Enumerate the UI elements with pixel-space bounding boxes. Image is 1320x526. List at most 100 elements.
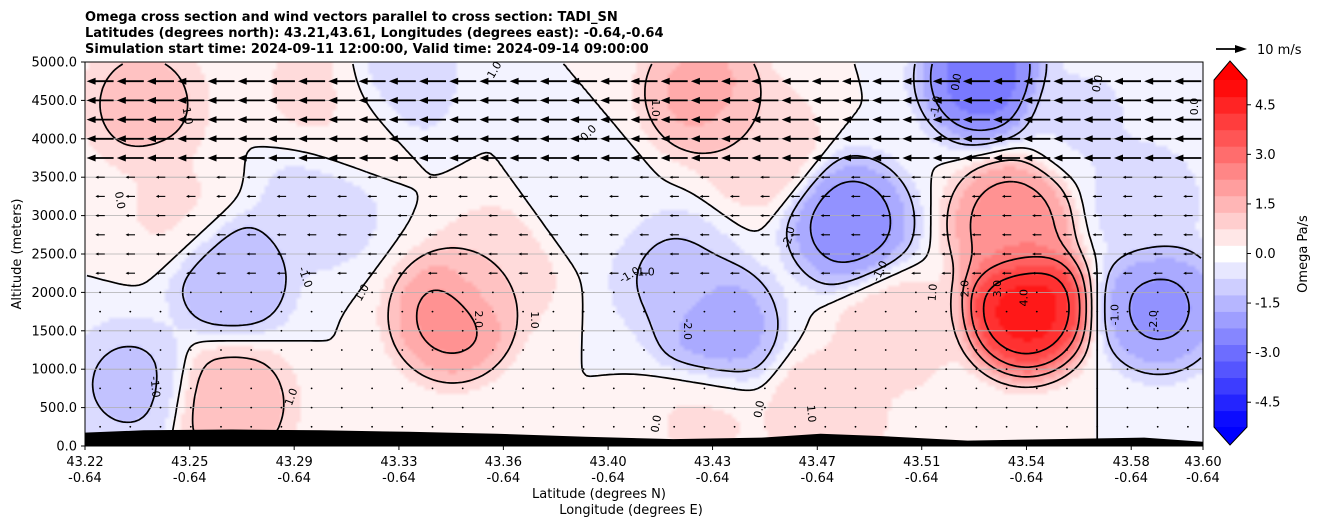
wind-vector-head xyxy=(1053,135,1063,143)
wind-vector-head xyxy=(207,96,217,104)
x-tick-label-lat: 43.43 xyxy=(694,455,731,470)
wind-vector-dot xyxy=(129,329,132,332)
wind-vector-head xyxy=(660,116,670,124)
wind-vector-head xyxy=(548,233,552,237)
wind-vector-head xyxy=(850,252,854,256)
wind-vector-head xyxy=(207,116,217,124)
wind-vector-head xyxy=(458,175,462,179)
wind-vector-head xyxy=(328,77,338,85)
colorbar-band xyxy=(1214,311,1247,329)
wind-vector-head xyxy=(367,214,371,218)
wind-vector-head xyxy=(639,175,643,179)
contour-label-1: 0.0 xyxy=(112,191,128,210)
wind-vector-head xyxy=(388,96,398,104)
x-tick-label-lat: 43.58 xyxy=(1113,455,1150,470)
wind-vector-dot xyxy=(643,329,645,332)
wind-vector-head xyxy=(881,271,885,275)
wind-vector-head xyxy=(125,271,129,275)
wind-vector-head xyxy=(1122,194,1126,198)
wind-vector-head xyxy=(1062,214,1066,218)
wind-vector-dot xyxy=(794,425,796,428)
wind-vector-head xyxy=(1153,194,1157,198)
wind-vector-dot xyxy=(582,406,585,409)
wind-vector-head xyxy=(328,96,338,104)
wind-vector-dot xyxy=(612,387,615,390)
wind-vector-head xyxy=(881,175,885,179)
x-tick-label-lon: -0.64 xyxy=(696,471,730,486)
wind-vector-dot xyxy=(431,368,434,371)
wind-vector-dot xyxy=(431,387,434,390)
wind-vector-head xyxy=(962,77,972,85)
wind-vector-head xyxy=(1153,252,1157,256)
wind-vector-head xyxy=(881,214,885,218)
wind-vector-dot xyxy=(1156,329,1159,332)
wind-vector-head xyxy=(932,154,942,162)
x-tick-label-lon: -0.64 xyxy=(173,471,207,486)
wind-vector-dot xyxy=(401,425,404,428)
wind-vector-head xyxy=(125,252,129,256)
wind-vector-head xyxy=(600,77,610,85)
wind-vector-head xyxy=(660,96,670,104)
wind-vector-dot xyxy=(552,329,555,332)
wind-vector-dot xyxy=(824,291,827,294)
x-tick-label-lon: -0.64 xyxy=(1114,471,1148,486)
wind-vector-head xyxy=(186,233,190,237)
wind-vector-head xyxy=(1023,96,1033,104)
wind-vector-head xyxy=(328,116,338,124)
wind-vector-head xyxy=(397,271,401,275)
wind-vector-dot xyxy=(673,425,676,428)
wind-vector-head xyxy=(276,175,280,179)
wind-vector-dot xyxy=(1187,406,1189,409)
wind-vector-head xyxy=(842,154,851,162)
wind-vector-head xyxy=(216,271,220,275)
wind-vector-head xyxy=(1153,175,1157,179)
wind-vector-head xyxy=(790,233,794,237)
wind-vector-head xyxy=(216,233,220,237)
wind-vector-head xyxy=(630,154,640,162)
wind-vector-head xyxy=(1083,77,1093,85)
wind-vector-head xyxy=(1053,154,1063,162)
contour-label-12: -1.0 xyxy=(633,266,654,279)
wind-vector-head xyxy=(237,135,247,143)
wind-vector-dot xyxy=(1096,310,1099,313)
wind-vector-head xyxy=(306,271,310,275)
wind-vector-head xyxy=(690,96,700,104)
wind-vector-head xyxy=(820,252,824,256)
x-tick-label-lon: -0.64 xyxy=(1010,471,1044,486)
wind-vector-dot xyxy=(794,368,796,371)
wind-vector-head xyxy=(328,154,338,162)
y-tick-label: 4000.0 xyxy=(32,132,78,147)
wind-vector-dot xyxy=(552,310,555,313)
wind-vector-dot xyxy=(915,291,917,294)
wind-vector-head xyxy=(388,116,398,124)
wind-vector-head xyxy=(1122,214,1126,218)
wind-vector-head xyxy=(479,135,489,143)
wind-vector-dot xyxy=(1096,349,1099,351)
wind-vector-head xyxy=(911,233,915,237)
wind-vector-dot xyxy=(945,291,948,294)
wind-vector-dot xyxy=(1187,349,1189,351)
colorbar-tick-label: -4.5 xyxy=(1255,396,1280,411)
wind-vector-head xyxy=(1001,271,1005,275)
wind-vector-dot xyxy=(884,349,887,351)
wind-vector-head xyxy=(729,252,734,256)
x-tick-label-lat: 43.36 xyxy=(485,455,522,470)
wind-vector-head xyxy=(518,194,522,198)
wind-vector-head xyxy=(509,116,519,124)
wind-vector-head xyxy=(1092,194,1096,198)
wind-vector-dot xyxy=(1035,425,1038,428)
wind-vector-dot xyxy=(401,310,404,313)
wind-vector-head xyxy=(177,77,187,85)
wind-vector-dot xyxy=(492,406,494,409)
wind-vector-head xyxy=(850,214,854,218)
wind-vector-dot xyxy=(1005,368,1008,371)
wind-vector-head xyxy=(600,96,610,104)
wind-vector-dot xyxy=(250,406,253,409)
wind-vector-dot xyxy=(371,406,373,409)
wind-vector-head xyxy=(479,154,489,162)
wind-vector-head xyxy=(449,116,459,124)
wind-vector-head xyxy=(237,96,247,104)
contour-label-text: -2.0 xyxy=(780,225,798,249)
wind-vector-dot xyxy=(975,406,978,409)
wind-vector-dot xyxy=(764,349,766,351)
